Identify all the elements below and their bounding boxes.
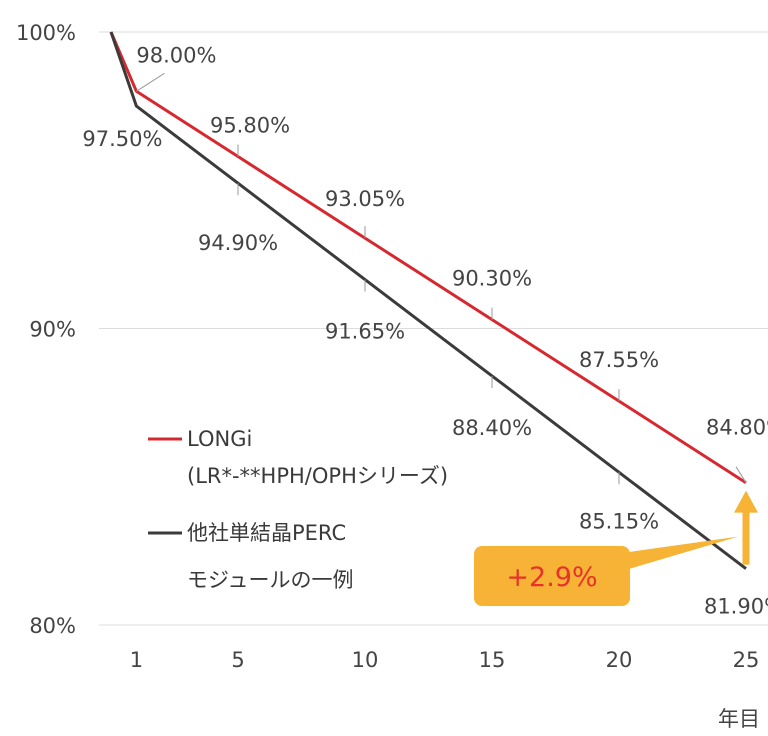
- annotation-arrow-head: [734, 490, 758, 513]
- data-label: 88.40%: [452, 416, 532, 440]
- data-label: 85.15%: [579, 509, 659, 533]
- label-leader: [735, 466, 747, 483]
- data-label: 84.80%: [706, 416, 768, 440]
- legend-label: モジュールの一例: [187, 568, 354, 592]
- y-tick-label: 100%: [16, 21, 76, 45]
- x-tick-label: 20: [606, 648, 633, 672]
- data-label: 81.90%: [704, 595, 768, 619]
- x-axis-label: 年目: [718, 707, 760, 731]
- x-tick-label: 5: [231, 648, 244, 672]
- annotation: +2.9%: [474, 490, 758, 606]
- data-label: 87.55%: [579, 348, 659, 372]
- data-label: 94.90%: [198, 231, 278, 255]
- x-tick-label: 25: [733, 648, 760, 672]
- series: [109, 31, 747, 570]
- data-label: 98.00%: [136, 43, 216, 67]
- y-axis-ticks: 80% 90% 100%: [16, 21, 76, 638]
- series-line-perc: [109, 31, 747, 570]
- data-label: 91.65%: [325, 320, 405, 344]
- legend-label: (LR*-**HPH/OPHシリーズ): [187, 464, 448, 488]
- annotation-text: +2.9%: [506, 562, 597, 593]
- grid: [99, 31, 768, 626]
- data-labels: 98.00% 95.80% 93.05% 90.30% 87.55% 84.80% 97.5…: [82, 43, 768, 618]
- x-tick-label: 1: [130, 648, 143, 672]
- x-tick-label: 10: [352, 648, 379, 672]
- x-tick-label: 15: [479, 648, 506, 672]
- data-label: 97.50%: [82, 127, 162, 151]
- series-line-longi: [109, 31, 747, 484]
- legend-label: 他社単結晶PERC: [187, 521, 346, 545]
- legend-label: LONGi: [187, 427, 252, 451]
- annotation-pointer: [622, 536, 738, 571]
- data-label: 93.05%: [325, 187, 405, 211]
- annotation-box: [474, 546, 630, 606]
- legend: LONGi (LR*-**HPH/OPHシリーズ) 他社単結晶PERC モジュールの一…: [148, 427, 448, 592]
- data-label: 90.30%: [452, 267, 532, 291]
- label-leader: [136, 72, 165, 92]
- x-axis-ticks: 1 5 10 15 20 25: [130, 648, 760, 672]
- data-label: 95.80%: [210, 114, 290, 138]
- y-tick-label: 80%: [29, 614, 76, 638]
- y-tick-label: 90%: [29, 318, 76, 342]
